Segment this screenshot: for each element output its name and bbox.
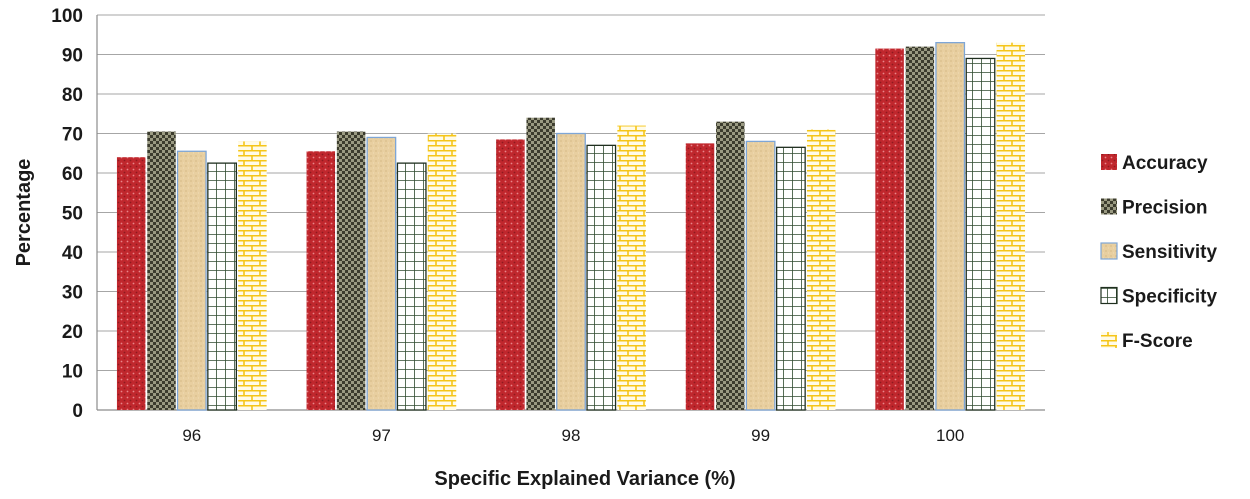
bar-specificity-99 <box>776 146 806 411</box>
legend-swatch-sensitivity <box>1100 242 1118 260</box>
legend-swatch-f-score <box>1101 332 1117 348</box>
bar-accuracy-96 <box>116 157 146 410</box>
y-tick-label: 40 <box>62 243 83 264</box>
legend-swatch-specificity <box>1100 286 1118 305</box>
bar-f-score-98 <box>617 125 646 410</box>
x-tick-label: 98 <box>562 426 581 445</box>
y-axis-title: Percentage <box>13 159 35 267</box>
bar-precision-99 <box>716 121 745 411</box>
x-tick-label: 99 <box>751 426 770 445</box>
legend-label-accuracy: Accuracy <box>1122 153 1208 174</box>
legend-label-sensitivity: Sensitivity <box>1122 242 1217 263</box>
y-tick-label: 0 <box>72 401 83 422</box>
bar-f-score-96 <box>238 141 267 410</box>
bar-specificity-100 <box>965 57 996 411</box>
bar-precision-97 <box>336 131 366 410</box>
legend-label-f-score: F-Score <box>1122 331 1193 352</box>
y-tick-label: 20 <box>62 322 83 343</box>
bar-accuracy-99 <box>685 143 715 410</box>
bar-sensitivity-99 <box>745 140 776 411</box>
bar-sensitivity-97 <box>366 136 397 411</box>
bars <box>116 42 1026 411</box>
legend-swatch-precision <box>1101 198 1117 215</box>
bar-precision-100 <box>905 46 935 410</box>
y-tick-label: 60 <box>62 164 83 185</box>
bar-precision-96 <box>147 131 176 410</box>
bar-sensitivity-100 <box>935 42 966 411</box>
y-tick-label: 90 <box>62 46 83 67</box>
bar-sensitivity-96 <box>176 150 207 411</box>
bar-specificity-98 <box>586 144 617 411</box>
bar-f-score-100 <box>996 42 1026 411</box>
legend-label-precision: Precision <box>1122 198 1208 219</box>
y-tick-label: 30 <box>62 283 83 304</box>
bar-accuracy-98 <box>496 139 525 411</box>
legend: Accuracy Precision Sensitivity Specificity F… <box>1100 153 1217 352</box>
y-tick-label: 10 <box>62 362 83 383</box>
legend-swatch-accuracy <box>1101 154 1117 170</box>
x-tick-label: 100 <box>936 426 964 445</box>
y-tick-label: 50 <box>62 204 83 225</box>
x-axis-title: Specific Explained Variance (%) <box>434 468 735 490</box>
bar-accuracy-97 <box>306 151 336 410</box>
bar-sensitivity-98 <box>556 132 586 411</box>
bar-specificity-97 <box>396 162 427 411</box>
y-tick-label: 100 <box>51 6 83 27</box>
bar-f-score-99 <box>806 129 836 411</box>
bar-precision-98 <box>526 117 555 410</box>
bar-specificity-96 <box>207 162 238 411</box>
x-tick-label: 97 <box>372 426 391 445</box>
y-tick-label: 70 <box>62 125 83 146</box>
y-tick-label: 80 <box>62 85 83 106</box>
x-tick-label: 96 <box>182 426 201 445</box>
bar-accuracy-100 <box>875 48 904 410</box>
bar-f-score-97 <box>427 133 457 410</box>
legend-label-specificity: Specificity <box>1122 287 1217 308</box>
